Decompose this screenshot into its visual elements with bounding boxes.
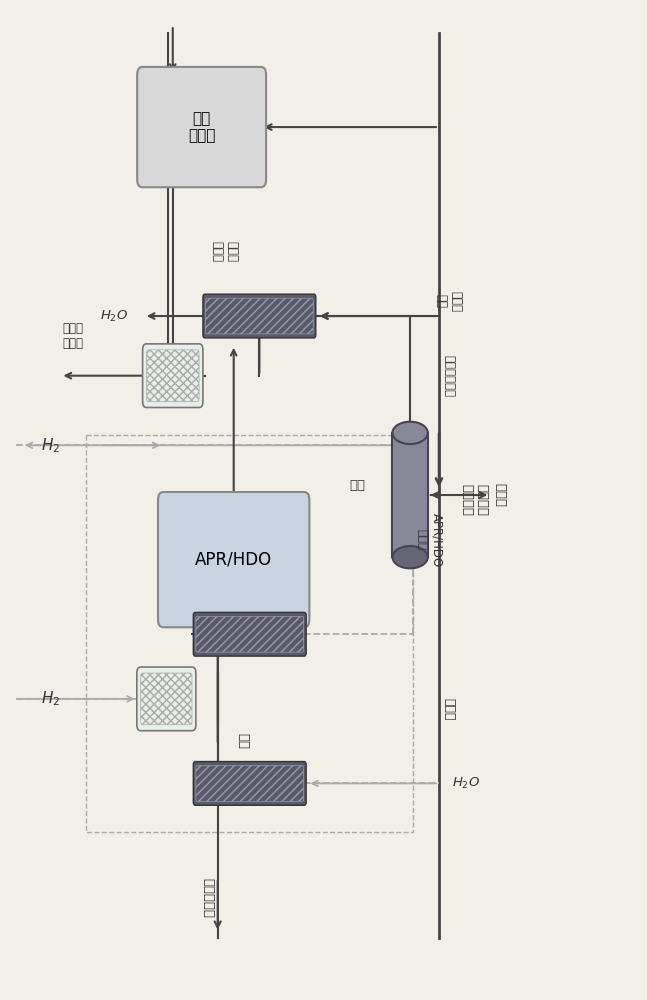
Text: 生物质
浆料: 生物质 浆料	[435, 291, 463, 312]
FancyBboxPatch shape	[203, 294, 316, 338]
Text: 单氧合物流: 单氧合物流	[201, 878, 215, 918]
Text: 浆料
反应器: 浆料 反应器	[188, 111, 215, 143]
Text: $H_2O$: $H_2O$	[100, 308, 128, 324]
Text: 灰组分: 灰组分	[494, 483, 507, 507]
FancyBboxPatch shape	[158, 492, 309, 627]
Text: 定义尺寸
的生物质: 定义尺寸 的生物质	[460, 484, 488, 516]
Text: 重清洗: 重清洗	[442, 698, 455, 720]
Text: 去灰: 去灰	[349, 479, 365, 492]
FancyBboxPatch shape	[137, 667, 196, 731]
Text: APR/HDO: APR/HDO	[195, 551, 272, 569]
Text: 水相: 水相	[237, 733, 250, 749]
Ellipse shape	[393, 546, 428, 568]
Bar	[393, 433, 428, 557]
Text: $H_2$: $H_2$	[41, 690, 60, 708]
Ellipse shape	[393, 422, 428, 444]
Text: $H_2$: $H_2$	[41, 436, 60, 455]
FancyBboxPatch shape	[142, 344, 203, 408]
FancyBboxPatch shape	[193, 762, 306, 805]
FancyBboxPatch shape	[137, 67, 266, 187]
FancyBboxPatch shape	[193, 612, 306, 656]
Text: 基于木
素的烃: 基于木 素的烃	[63, 322, 84, 350]
Text: APR/HDO
再循环: APR/HDO 再循环	[415, 513, 443, 567]
Text: 水溶性氧合烃: 水溶性氧合烃	[442, 355, 455, 397]
Text: $H_2O$: $H_2O$	[452, 776, 480, 791]
Text: 催化剂
再循环: 催化剂 再循环	[210, 241, 238, 262]
